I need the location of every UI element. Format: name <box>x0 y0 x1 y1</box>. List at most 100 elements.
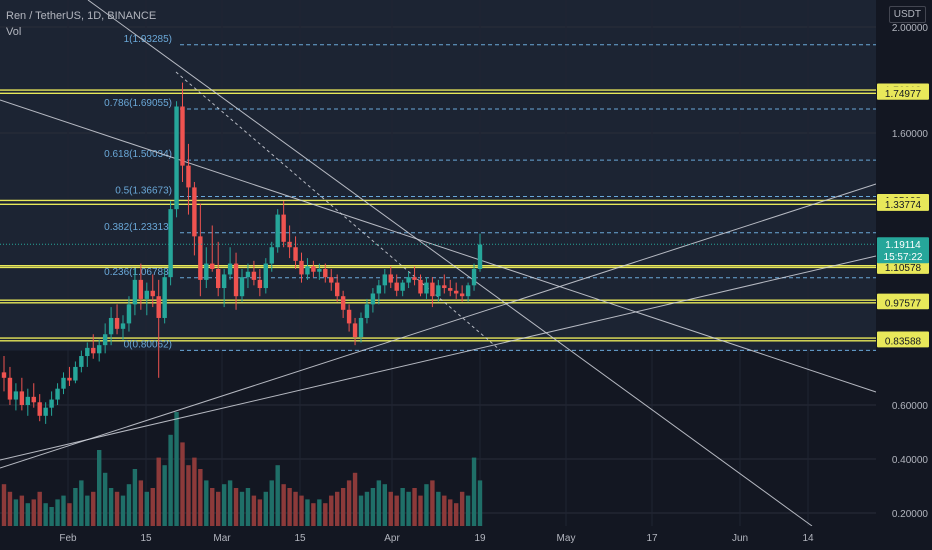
volume-bar <box>67 503 72 526</box>
volume-bar <box>168 434 173 526</box>
fib-label: 0.382(1.23313) <box>104 222 172 233</box>
volume-bar <box>471 457 477 526</box>
volume-bar <box>281 484 286 526</box>
volume-bar <box>227 480 233 526</box>
volume-bar <box>1 484 7 526</box>
candle-body <box>108 317 114 335</box>
candle-body <box>102 334 108 346</box>
time-tick-label: Mar <box>213 533 231 544</box>
volume-bar <box>317 499 322 526</box>
candle-body <box>257 279 263 289</box>
volume-bar <box>19 495 25 526</box>
volume-bar <box>311 503 316 526</box>
candle-body <box>79 356 84 367</box>
volume-bar <box>198 469 203 526</box>
currency-unit-button[interactable]: USDT <box>888 6 926 23</box>
volume-bar <box>25 503 30 526</box>
candle-body <box>85 347 90 357</box>
candle-body <box>67 377 72 381</box>
volume-bar <box>210 488 215 526</box>
candle-body <box>340 296 346 310</box>
candle-body <box>144 290 149 299</box>
candle-body <box>1 372 7 378</box>
candle-body <box>275 214 280 248</box>
volume-bar <box>323 503 328 526</box>
volume-bar <box>239 491 245 526</box>
candle-body <box>43 407 48 416</box>
volume-bar <box>364 491 370 526</box>
fib-label: 0(0.80062) <box>124 339 172 350</box>
trend-line <box>175 71 501 351</box>
volume-bar <box>174 412 179 526</box>
volume-bar <box>156 457 161 526</box>
volume-bar <box>251 495 257 526</box>
time-tick-label: Feb <box>59 533 77 544</box>
candle-body <box>150 290 155 297</box>
volume-bar <box>436 491 441 526</box>
time-tick-label: Apr <box>384 533 400 544</box>
volume-bar <box>91 491 96 526</box>
volume-bar <box>394 495 399 526</box>
candle-body <box>263 263 268 289</box>
candle-body <box>120 323 126 329</box>
fibonacci-levels: 1(1.93285) 0.786(1.69055) 0.618(1.50034) 0.… <box>104 34 876 351</box>
level-price-tag <box>877 197 929 211</box>
volume-bar <box>454 503 459 526</box>
candle-body <box>465 285 471 297</box>
candle-body <box>287 241 292 248</box>
trend-line <box>0 99 877 393</box>
trend-line <box>87 0 813 527</box>
candle-body <box>221 274 227 289</box>
volume-bar <box>204 480 209 526</box>
candle-body <box>424 282 429 294</box>
fib-label: 1(1.93285) <box>124 34 172 45</box>
volume-bar <box>382 484 387 526</box>
volume-bar <box>293 491 298 526</box>
volume-bar <box>340 488 346 526</box>
candle-body <box>311 266 316 272</box>
volume-bar <box>424 484 429 526</box>
candle-body <box>442 285 447 289</box>
volume-bar <box>459 491 465 526</box>
volume-bar <box>412 488 417 526</box>
candle-body <box>406 277 411 283</box>
candle-body <box>138 279 144 299</box>
candle-body <box>227 263 233 275</box>
volume-bar <box>346 480 352 526</box>
level-price-label: 1.10578 <box>885 263 922 274</box>
candle-body <box>55 388 60 400</box>
time-tick-label: 15 <box>294 533 306 544</box>
volume-bar <box>97 450 102 526</box>
volume-bar <box>418 495 423 526</box>
candle-body <box>293 247 298 261</box>
price-axis-bg <box>876 0 932 550</box>
volume-bar <box>245 488 251 526</box>
trend-line <box>0 183 877 469</box>
time-tick-label: 15 <box>140 533 152 544</box>
volume-bar <box>150 488 155 526</box>
volume-bar <box>108 488 114 526</box>
level-price-tag <box>877 260 929 274</box>
volume-bar <box>287 488 292 526</box>
price-tick-label: 2.00000 <box>892 23 929 34</box>
volume-bar <box>186 465 191 526</box>
volume-label: Vol <box>6 26 22 38</box>
candlesticks <box>1 82 483 424</box>
candle-body <box>204 263 209 280</box>
volume-bar <box>442 495 447 526</box>
chart-legend: Ren / TetherUS, 1D, BINANCE Vol <box>6 8 156 40</box>
time-tick-label: Jun <box>732 533 748 544</box>
volume-bar <box>275 465 280 526</box>
volume-bar <box>79 480 84 526</box>
time-axis-bg <box>0 526 876 550</box>
candle-body <box>97 345 102 354</box>
last-price-label: 1.19114 <box>885 240 921 251</box>
level-price-tag <box>877 334 929 348</box>
volume-bar <box>388 491 393 526</box>
volume-bar <box>370 488 376 526</box>
candle-body <box>358 317 364 337</box>
candle-body <box>7 377 13 400</box>
candle-body <box>400 282 405 291</box>
candle-body <box>186 165 191 188</box>
price-tick-label: 0.40000 <box>892 455 929 466</box>
